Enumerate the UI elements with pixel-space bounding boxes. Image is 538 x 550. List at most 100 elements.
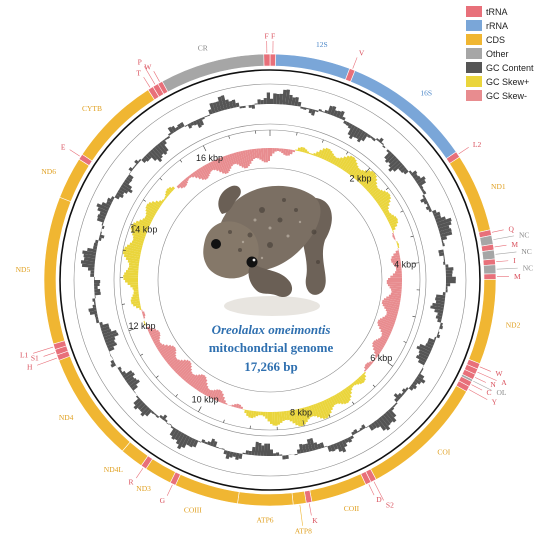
gc-bar — [225, 450, 231, 460]
gc-skew-neg-bar — [391, 259, 401, 263]
gc-bar — [443, 255, 445, 259]
gc-skew-neg-bar — [160, 345, 175, 356]
gc-bar — [388, 155, 397, 164]
gc-bar — [254, 103, 258, 105]
gc-skew-pos-bar — [323, 399, 332, 414]
gc-skew-neg-bar — [185, 373, 194, 383]
gc-skew-pos-bar — [253, 411, 257, 418]
gc-skew-neg-bar — [387, 284, 402, 287]
gc-skew-neg-bar — [386, 313, 397, 319]
gc-skew-pos-bar — [127, 282, 139, 285]
gc-skew-neg-bar — [390, 292, 402, 297]
gc-bar — [319, 442, 325, 449]
gc-bar — [94, 288, 101, 293]
gc-bar — [384, 153, 395, 164]
feature-arc-nd2 — [468, 279, 497, 365]
gc-skew-neg-bar — [222, 399, 227, 405]
feature-arc-coi — [370, 385, 467, 480]
gc-bar — [242, 452, 246, 455]
gc-bar — [122, 370, 133, 379]
gc-skew-neg-bar — [224, 402, 228, 405]
tick-mark — [403, 341, 407, 343]
gc-bar — [138, 158, 142, 163]
gc-bar — [361, 132, 369, 142]
gc-skew-neg-bar — [379, 336, 388, 342]
gc-bar — [232, 452, 237, 458]
gc-skew-pos-bar — [123, 277, 139, 280]
gc-skew-neg-bar — [394, 263, 402, 267]
gc-bar — [190, 121, 195, 127]
gc-bar — [147, 151, 158, 162]
gc-skew-pos-bar — [125, 280, 139, 283]
tick-mark — [410, 235, 414, 238]
feature-arc-nd5 — [43, 196, 72, 345]
gc-bar — [107, 346, 115, 352]
gc-skew-pos-bar — [270, 411, 273, 424]
gc-bar — [106, 342, 118, 349]
gc-bar — [349, 435, 354, 440]
gc-bar — [417, 359, 426, 366]
gc-skew-pos-bar — [321, 400, 331, 417]
gc-skew-pos-bar — [283, 411, 288, 421]
gc-bar — [90, 273, 95, 277]
legend-swatch-gc-skew- — [466, 76, 482, 87]
gc-bar — [415, 176, 426, 185]
tick-mark — [140, 353, 144, 356]
gc-skew-neg-bar — [395, 250, 400, 254]
gc-skew-neg-bar — [390, 257, 401, 261]
gc-skew-neg-bar — [154, 341, 161, 346]
gc-bar — [93, 242, 98, 247]
gc-bar — [420, 368, 424, 372]
gc-skew-pos-bar — [327, 153, 335, 163]
gc-bar — [99, 231, 102, 235]
gc-bar — [291, 454, 295, 455]
gc-skew-neg-bar — [368, 361, 373, 365]
gc-bar — [384, 151, 393, 160]
gc-skew-neg-bar — [373, 350, 380, 356]
frog-highlights — [241, 218, 302, 260]
feature-label-cytb: CYTB — [82, 104, 102, 113]
gc-skew-neg-bar — [393, 252, 400, 256]
label-leader-p — [144, 66, 156, 85]
gc-bar — [380, 142, 384, 146]
gc-bar — [140, 406, 150, 417]
gc-bar — [419, 185, 424, 190]
gc-skew-track — [122, 146, 402, 427]
gc-skew-neg-bar — [179, 365, 193, 379]
gc-bar — [401, 388, 407, 394]
feature-label-atp8: ATP8 — [295, 526, 312, 535]
gc-skew-neg-bar — [194, 374, 206, 390]
label-leader-q — [491, 229, 504, 233]
frog-eye-glint — [252, 258, 256, 262]
gc-bar — [235, 452, 240, 460]
gc-bar — [92, 304, 97, 309]
gc-skew-pos-bar — [347, 385, 353, 391]
gc-bar — [103, 332, 119, 341]
gc-bar — [168, 132, 172, 136]
feature-label-y: Y — [492, 398, 498, 407]
tick-mark — [328, 414, 331, 418]
gc-skew-neg-bar — [146, 326, 150, 330]
gc-bar — [89, 310, 98, 315]
gc-skew-neg-bar — [382, 316, 396, 323]
gc-bar — [285, 455, 289, 460]
gc-skew-pos-bar — [122, 248, 141, 255]
gc-skew-pos-bar — [337, 156, 347, 169]
gc-bar — [279, 454, 283, 456]
gc-skew-neg-bar — [253, 148, 258, 159]
gc-bar — [435, 216, 446, 223]
gc-skew-pos-bar — [143, 320, 146, 324]
gc-skew-pos-bar — [363, 174, 378, 189]
gc-bar — [145, 153, 152, 160]
gc-skew-neg-bar — [210, 161, 217, 171]
gc-skew-neg-bar — [278, 148, 282, 152]
gc-skew-pos-bar — [384, 211, 390, 217]
gc-bar — [266, 443, 270, 456]
label-leader-r — [136, 467, 144, 479]
gc-skew-pos-bar — [306, 406, 312, 418]
gc-skew-pos-bar — [358, 376, 365, 384]
gc-skew-pos-bar — [371, 188, 381, 197]
gc-skew-neg-bar — [378, 326, 392, 334]
gc-bar — [139, 404, 148, 413]
gc-skew-pos-bar — [321, 147, 329, 160]
